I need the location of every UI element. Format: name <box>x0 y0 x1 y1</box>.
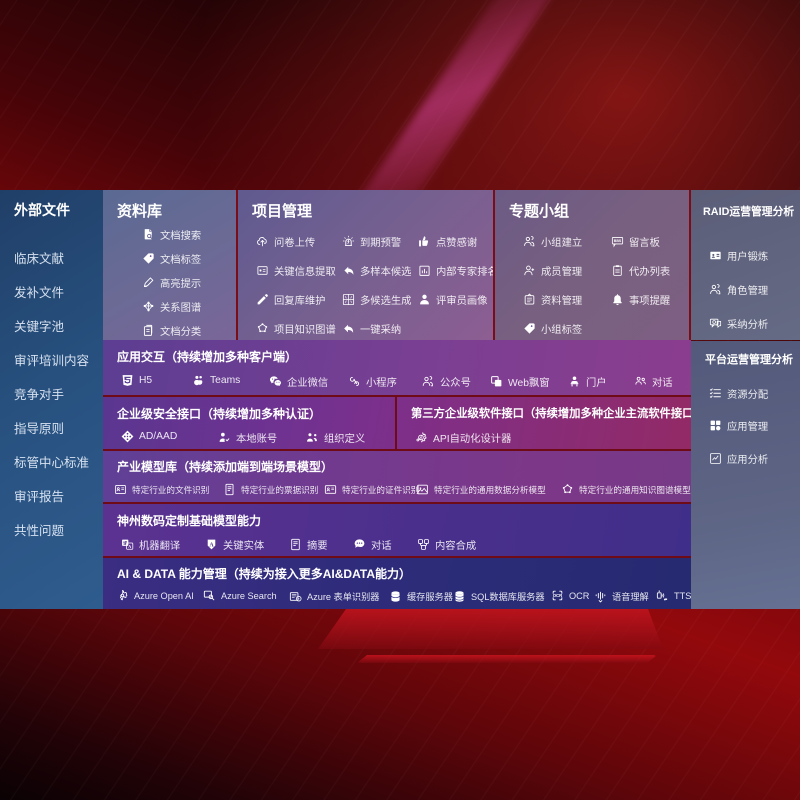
svg-text:OCR: OCR <box>553 593 563 598</box>
svg-text:A: A <box>209 542 214 548</box>
svg-text:e: e <box>298 598 300 600</box>
svg-text:A: A <box>128 544 131 549</box>
svg-text:BBS: BBS <box>614 239 622 243</box>
